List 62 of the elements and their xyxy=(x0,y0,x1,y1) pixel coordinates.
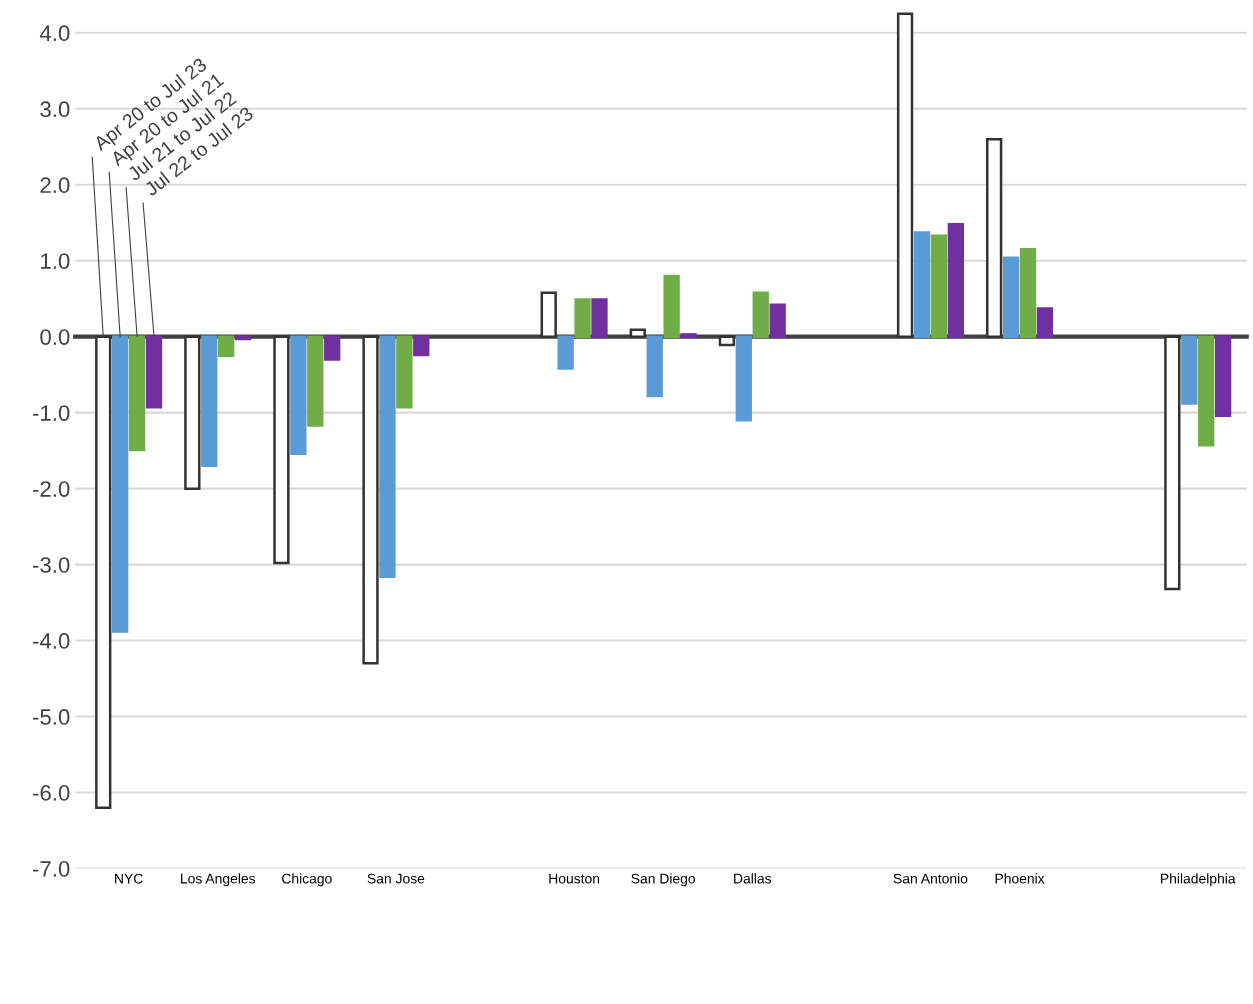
bar xyxy=(752,291,769,338)
bar xyxy=(307,335,324,427)
bar xyxy=(1164,335,1181,591)
bar xyxy=(218,335,235,357)
x-tick-label: San Antonio xyxy=(893,873,968,884)
bar xyxy=(540,291,557,338)
bar xyxy=(324,335,341,361)
bar xyxy=(930,234,948,338)
bar xyxy=(1214,335,1232,417)
bar xyxy=(718,335,736,347)
bar xyxy=(1002,256,1020,338)
bar xyxy=(201,335,218,468)
bar xyxy=(413,335,430,357)
x-tick-label: San Jose xyxy=(367,873,425,884)
x-tick-label: San Diego xyxy=(631,873,696,887)
bar xyxy=(1019,248,1037,338)
bar xyxy=(1181,335,1198,405)
x-tick-label: Los Angeles xyxy=(181,873,256,887)
bar xyxy=(947,223,965,338)
bar xyxy=(896,12,914,338)
y-tick-label: -6.0 xyxy=(33,785,70,801)
bar xyxy=(379,335,396,578)
y-tick-label: 0.0 xyxy=(40,329,70,345)
y-tick-label: 3.0 xyxy=(40,101,70,118)
bar xyxy=(913,231,931,338)
x-tick-label: NYC xyxy=(115,873,143,884)
bar xyxy=(1198,335,1215,447)
x-tick-label: Chicago xyxy=(282,873,332,887)
y-tick-label: -1.0 xyxy=(33,405,70,421)
y-tick-label: -2.0 xyxy=(33,481,70,497)
bar xyxy=(290,335,307,455)
bar xyxy=(112,335,129,633)
bar xyxy=(574,298,591,338)
bar xyxy=(128,335,146,452)
bar xyxy=(273,335,290,565)
bar xyxy=(735,335,752,422)
y-tick-label: -7.0 xyxy=(33,860,70,877)
bar xyxy=(646,335,663,398)
bar xyxy=(396,335,413,409)
y-tick-label: -5.0 xyxy=(33,709,70,725)
x-tick-label: Dallas xyxy=(734,873,772,884)
x-tick-label: Houston xyxy=(549,873,600,884)
y-tick-label: -4.0 xyxy=(33,633,70,649)
bar xyxy=(680,333,697,338)
y-tick-label: -3.0 xyxy=(33,557,70,573)
bar xyxy=(986,137,1003,338)
y-tick-label: 1.0 xyxy=(41,253,70,269)
bar xyxy=(362,335,379,665)
bar xyxy=(234,335,252,341)
bar xyxy=(95,335,112,809)
bar xyxy=(663,274,680,338)
y-tick-label: 4.0 xyxy=(39,25,70,42)
bar xyxy=(184,335,201,490)
x-tick-label: Philadelphia xyxy=(1161,873,1236,887)
bar xyxy=(629,328,646,338)
bar xyxy=(1036,307,1054,338)
x-tick-label: Phoenix xyxy=(995,873,1045,884)
y-tick-label: 2.0 xyxy=(40,177,70,194)
bar xyxy=(557,335,574,370)
bar xyxy=(591,298,608,338)
bar xyxy=(769,303,786,338)
bar xyxy=(145,335,163,409)
